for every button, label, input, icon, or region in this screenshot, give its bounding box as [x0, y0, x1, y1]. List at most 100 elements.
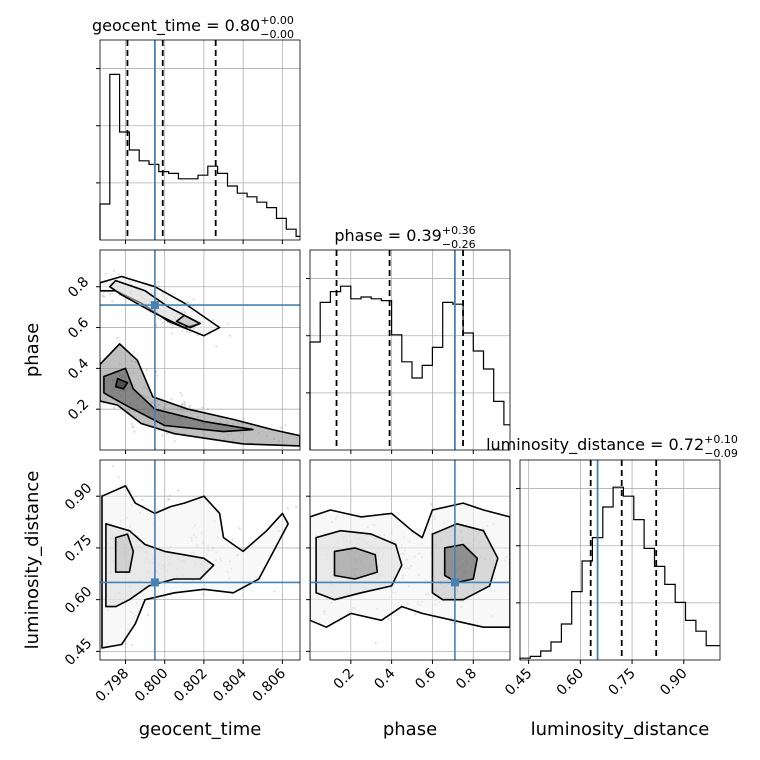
sample-point [531, 634, 533, 636]
histogram-bin [227, 186, 237, 240]
sample-point [103, 295, 106, 298]
histogram-bin [551, 642, 561, 660]
histogram-bin [561, 624, 571, 660]
sample-point [168, 494, 172, 497]
histogram-bin [100, 204, 110, 240]
title-geocent_time: geocent_time = 0.80+0.00 −0.00 [92, 14, 294, 41]
sample-point [157, 281, 160, 284]
histogram-bin [686, 620, 696, 660]
sample-point [155, 323, 158, 326]
histogram-bin [402, 362, 412, 450]
histogram-bin [257, 202, 267, 240]
sample-point [296, 624, 298, 626]
contour-line [333, 547, 379, 580]
sample-point [132, 350, 135, 354]
y-tick-label: 0.6 [65, 315, 92, 342]
histogram-bin [247, 197, 257, 240]
sample-point [188, 404, 192, 407]
x-axis-label: phase [383, 719, 437, 740]
sample-point [165, 432, 168, 435]
x-tick-label: 0.90 [657, 666, 690, 699]
sample-point [201, 406, 204, 409]
histogram-bin [139, 161, 149, 240]
sample-point [215, 345, 218, 348]
histogram-geocent_time [96, 40, 300, 240]
contour-line [114, 533, 135, 573]
sample-point [116, 336, 119, 339]
y-axis-label: luminosity_distance [22, 471, 43, 650]
title-value: geocent_time = 0.80 [92, 16, 260, 36]
histogram-bin [286, 229, 296, 240]
y-tick-label: 0.8 [65, 274, 92, 301]
histogram-step [519, 486, 720, 660]
sample-point [183, 402, 187, 405]
sample-point [183, 400, 186, 403]
sample-point [170, 397, 173, 401]
sample-point [387, 618, 390, 621]
sample-point [141, 498, 144, 502]
sample-point [188, 331, 191, 334]
sample-point [117, 476, 120, 479]
x-axis-label: luminosity_distance [531, 719, 710, 740]
x-tick-label: 0.802 [171, 666, 211, 706]
sample-point [192, 298, 195, 301]
histogram-bin [320, 302, 330, 450]
histogram-step [309, 285, 510, 450]
title-value: phase = 0.39 [334, 226, 441, 245]
sample-point [131, 422, 134, 426]
sample-point [168, 498, 171, 501]
histogram-bin [110, 74, 120, 240]
histogram-bin [188, 179, 198, 240]
sample-point [133, 430, 136, 433]
sample-point [111, 464, 114, 468]
sample-point [183, 404, 186, 407]
sample-point [109, 293, 112, 296]
truth-marker [150, 301, 159, 310]
truth-marker [150, 578, 159, 587]
sample-point [286, 506, 289, 510]
histogram-bin [276, 218, 286, 240]
title-value: luminosity_distance = 0.72 [486, 435, 704, 455]
sample-point [88, 276, 90, 278]
title-plus-error: +0.10 [704, 433, 738, 446]
y-tick-label: 0.4 [65, 355, 92, 382]
sample-point [88, 388, 90, 390]
histogram-bin [432, 347, 442, 450]
sample-point [511, 555, 513, 557]
sample-point [186, 301, 189, 304]
title-plus-error: +0.00 [260, 14, 294, 27]
sample-point [181, 329, 184, 332]
panel-frame [99, 39, 301, 241]
sample-point [130, 643, 133, 647]
panel-frame [99, 249, 301, 451]
grid-lines [100, 40, 300, 240]
panel-frame [309, 459, 511, 661]
sample-point [211, 319, 215, 322]
contour-line [114, 377, 129, 390]
x-tick-label: 0.804 [210, 665, 250, 705]
histogram-bin [634, 520, 644, 660]
sample-point [95, 371, 97, 373]
x-tick-label: 0.75 [606, 666, 639, 699]
sample-point [129, 490, 132, 493]
sample-point [280, 426, 283, 430]
histogram-bin [665, 584, 675, 660]
sample-point [111, 300, 114, 303]
sample-point [103, 667, 105, 669]
histogram-bin [541, 651, 551, 660]
sample-point [95, 406, 97, 408]
title-minus-error: −0.09 [704, 447, 738, 460]
histogram-bin [351, 299, 361, 450]
sample-point [181, 403, 184, 406]
sample-point [293, 509, 295, 511]
x-tick-label: 0.798 [93, 666, 133, 706]
x-tick-label: 0.8 [453, 666, 480, 693]
sample-point [157, 284, 161, 287]
histogram-bin [473, 351, 483, 450]
sample-point [105, 666, 107, 668]
x-tick-label: 0.4 [371, 665, 398, 692]
sample-point [171, 323, 174, 327]
histogram-bin [159, 172, 169, 240]
sample-point [180, 404, 183, 407]
